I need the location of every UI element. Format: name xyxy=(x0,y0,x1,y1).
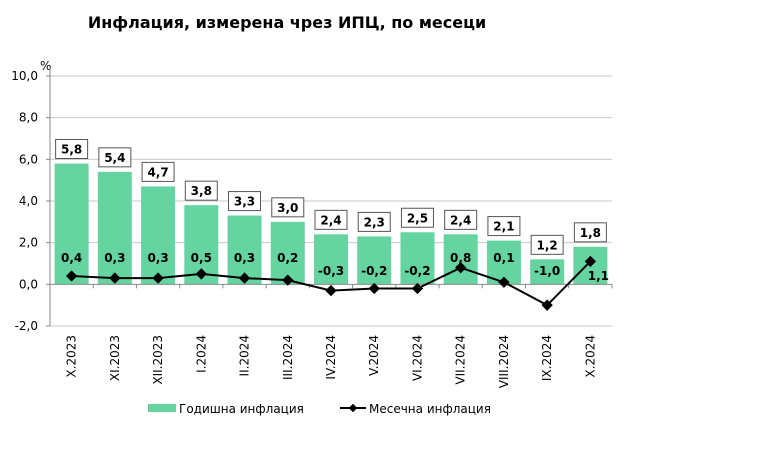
monthly-point xyxy=(282,274,294,286)
annual-data-label: 1,2 xyxy=(537,238,558,252)
x-tick-label: XI.2023 xyxy=(108,335,122,381)
monthly-point xyxy=(455,262,467,274)
annual-data-label: 2,3 xyxy=(364,215,385,229)
annual-data-label: 5,4 xyxy=(104,151,125,165)
chart-title: Инфлация, измерена чрез ИПЦ, по месеци xyxy=(88,13,486,32)
legend-label-monthly: Месечна инфлация xyxy=(369,402,491,416)
monthly-point xyxy=(541,299,553,311)
annual-data-label: 5,8 xyxy=(61,143,82,157)
x-tick-label: IX.2024 xyxy=(540,335,554,381)
annual-data-label: 3,8 xyxy=(191,184,212,198)
x-tick-label: VII.2024 xyxy=(454,335,468,385)
monthly-point xyxy=(325,284,337,297)
monthly-data-label: 0,5 xyxy=(191,251,212,265)
annual-data-label: 2,5 xyxy=(407,211,428,225)
monthly-data-label: 0,4 xyxy=(61,251,82,265)
bar-annual xyxy=(270,221,305,285)
x-tick-label: III.2024 xyxy=(281,335,295,380)
annual-data-label: 3,0 xyxy=(277,201,298,215)
y-tick-label: 6,0 xyxy=(19,152,38,166)
annual-label-box xyxy=(487,216,521,237)
annual-label-box xyxy=(573,222,607,243)
monthly-data-label: -0,3 xyxy=(318,264,344,278)
x-tick-label: IV.2024 xyxy=(324,335,338,380)
annual-label-box xyxy=(184,180,218,201)
annual-label-box xyxy=(55,139,89,159)
monthly-data-label: -0,2 xyxy=(361,264,387,278)
monthly-point xyxy=(368,282,380,295)
x-tick-label: VIII.2024 xyxy=(497,335,511,388)
monthly-point xyxy=(498,276,510,288)
bar-annual xyxy=(141,186,176,285)
y-tick-label: 4,0 xyxy=(19,194,38,208)
legend-label-annual: Годишна инфлация xyxy=(179,402,304,416)
bar-annual xyxy=(54,163,89,285)
annual-label-box xyxy=(271,197,305,218)
bar-annual xyxy=(530,259,565,285)
annual-label-box xyxy=(530,234,564,255)
monthly-point xyxy=(584,255,597,268)
x-tick-label: X.2024 xyxy=(583,335,597,378)
x-tick-label: I.2024 xyxy=(194,335,208,373)
y-tick-label: 0,0 xyxy=(19,277,38,291)
annual-data-label: 4,7 xyxy=(147,165,168,179)
monthly-data-label: 0,3 xyxy=(147,251,168,265)
annual-label-box xyxy=(141,161,175,182)
x-tick-label: II.2024 xyxy=(238,335,252,376)
annual-label-box xyxy=(400,207,434,228)
monthly-point xyxy=(238,272,251,284)
y-tick-label: 8,0 xyxy=(19,111,38,125)
annual-label-box xyxy=(314,209,348,230)
monthly-point xyxy=(411,282,424,295)
monthly-data-label: 0,2 xyxy=(277,251,298,265)
monthly-data-label: -0,2 xyxy=(404,264,430,278)
annual-label-box xyxy=(98,147,132,168)
y-tick-label: -2,0 xyxy=(15,319,38,333)
bar-annual xyxy=(97,171,132,285)
monthly-data-label: 0,3 xyxy=(234,251,255,265)
annual-label-box xyxy=(228,191,262,212)
bar-annual xyxy=(314,234,348,285)
annual-label-box xyxy=(357,211,391,232)
bar-annual xyxy=(443,234,478,285)
annual-data-label: 2,4 xyxy=(320,213,341,227)
monthly-data-label: 0,8 xyxy=(450,251,471,265)
x-tick-label: V.2024 xyxy=(367,335,381,376)
annual-data-label: 2,4 xyxy=(450,213,471,227)
annual-data-label: 1,8 xyxy=(580,226,601,240)
bar-annual xyxy=(400,232,435,285)
y-tick-label: 2,0 xyxy=(19,236,38,250)
monthly-data-label: -1,0 xyxy=(534,264,560,278)
bar-annual xyxy=(357,236,392,285)
monthly-data-label: 1,1 xyxy=(588,269,609,283)
monthly-point xyxy=(152,272,164,284)
monthly-data-label: 0,3 xyxy=(104,251,125,265)
x-tick-label: XII.2023 xyxy=(151,335,165,385)
monthly-data-label: 0,1 xyxy=(493,251,514,265)
legend: Годишна инфлация Месечна инфлация xyxy=(148,402,491,416)
x-tick-label: X.2023 xyxy=(65,335,79,378)
annual-data-label: 3,3 xyxy=(234,195,255,209)
annual-data-label: 2,1 xyxy=(493,220,514,234)
legend-swatch-annual xyxy=(148,404,176,412)
y-tick-label: 10,0 xyxy=(11,69,38,83)
x-tick-label: VI.2024 xyxy=(410,335,424,381)
annual-label-box xyxy=(444,209,478,230)
legend-marker-monthly xyxy=(348,403,358,413)
y-axis-unit: % xyxy=(40,59,51,73)
monthly-point xyxy=(195,268,207,280)
